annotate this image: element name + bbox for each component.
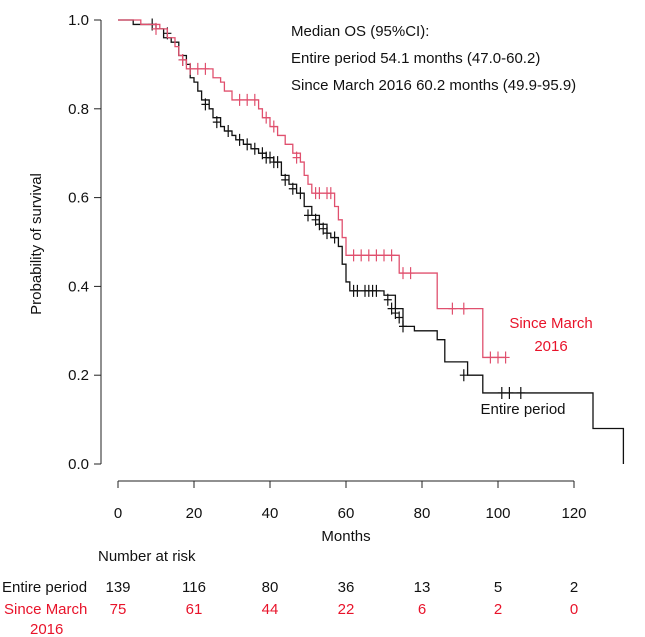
censor-mark	[201, 62, 210, 75]
risk-value: 0	[570, 601, 578, 618]
censor-mark	[486, 351, 495, 364]
risk-value: 75	[110, 601, 127, 618]
censor-mark	[395, 311, 404, 324]
series-label-since-line2: 2016	[534, 338, 567, 355]
censor-mark	[353, 284, 362, 297]
y-tick-label: 0.2	[68, 367, 89, 384]
series-label-entire: Entire period	[480, 401, 565, 418]
censor-mark	[186, 62, 195, 75]
censor-mark	[330, 231, 339, 244]
risk-value: 6	[418, 601, 426, 618]
censor-mark	[383, 293, 392, 306]
survival-curves	[118, 18, 625, 464]
censor-mark	[212, 116, 221, 129]
x-tick-label: 40	[262, 505, 279, 522]
y-tick-label: 0.6	[68, 190, 89, 207]
x-tick-label: 20	[186, 505, 203, 522]
censor-mark	[497, 386, 506, 399]
censor-mark	[448, 302, 457, 315]
median-os-entire: Entire period 54.1 months (47.0-60.2)	[291, 50, 540, 67]
censor-mark	[357, 249, 366, 262]
censor-mark	[292, 151, 301, 164]
risk-value: 44	[262, 601, 279, 618]
censor-mark	[243, 93, 252, 106]
risk-value: 61	[186, 601, 203, 618]
y-axis-label: Probability of survival	[28, 173, 45, 315]
censor-mark	[387, 249, 396, 262]
risk-values: 139 116 80 36 13 5 2 75 61 44 22 6 2 0	[105, 579, 578, 618]
risk-row-entire-label: Entire period	[2, 579, 87, 596]
censor-mark	[505, 386, 514, 399]
censor-mark	[372, 249, 381, 262]
censor-mark	[178, 53, 187, 66]
censor-mark	[281, 173, 290, 186]
censor-mark	[288, 182, 297, 195]
censor-mark	[304, 209, 312, 222]
censor-mark	[224, 125, 233, 137]
censor-mark	[235, 93, 244, 106]
censor-mark	[349, 249, 358, 262]
censor-mark	[152, 22, 160, 35]
censor-mark	[364, 249, 373, 262]
censor-mark	[399, 267, 407, 280]
y-tick-label: 1.0	[68, 12, 89, 29]
risk-value: 80	[262, 579, 279, 596]
censor-mark	[262, 111, 271, 124]
censor-mark	[516, 386, 525, 399]
censor-mark	[269, 120, 278, 133]
series-line-since-march-2016	[118, 19, 506, 359]
censor-mark	[494, 351, 502, 364]
x-tick-label: 60	[338, 505, 355, 522]
y-tick-label: 0.0	[68, 456, 89, 473]
risk-value: 139	[105, 579, 130, 596]
y-tick-label: 0.8	[68, 101, 89, 118]
risk-row-since-label-line2: 2016	[30, 621, 63, 637]
censor-mark	[235, 133, 244, 146]
censor-mark	[250, 142, 259, 155]
censor-mark	[380, 249, 388, 262]
censor-mark	[201, 98, 210, 111]
series-label-since-line1: Since March	[509, 315, 592, 332]
risk-value: 2	[570, 579, 578, 596]
risk-value: 13	[414, 579, 431, 596]
risk-value: 116	[182, 579, 206, 596]
censor-mark	[501, 351, 510, 364]
risk-value: 2	[494, 601, 502, 618]
censor-mark	[243, 138, 252, 151]
censor-mark	[326, 187, 335, 200]
median-os-title: Median OS (95%CI):	[291, 23, 429, 40]
censor-mark	[315, 187, 324, 200]
risk-table-title: Number at risk	[98, 548, 196, 565]
censor-mark	[250, 93, 259, 106]
x-tick-label: 120	[561, 505, 586, 522]
risk-value: 5	[494, 579, 502, 596]
x-tick-label: 80	[414, 505, 431, 522]
risk-value: 36	[338, 579, 355, 596]
censor-mark	[273, 156, 282, 169]
x-axis-label: Months	[321, 528, 370, 545]
x-tick-label: 100	[485, 505, 510, 522]
censor-mark	[459, 369, 468, 382]
censor-mark	[372, 284, 381, 297]
censor-mark	[323, 227, 331, 240]
y-tick-label: 0.4	[68, 278, 89, 295]
risk-row-since-label-line1: Since March	[4, 601, 87, 618]
axes: 0.0 0.2 0.4 0.6 0.8 1.0 0 20 40 60 80 100 120	[68, 12, 586, 522]
median-os-since: Since March 2016 60.2 months (49.9-95.9)	[291, 77, 576, 94]
censor-mark	[193, 62, 202, 75]
censor-mark	[296, 187, 305, 200]
x-tick-label: 0	[114, 505, 122, 522]
censor-mark	[459, 302, 468, 315]
risk-value: 22	[338, 601, 355, 618]
censor-mark	[399, 320, 407, 333]
censor-mark	[406, 267, 415, 280]
